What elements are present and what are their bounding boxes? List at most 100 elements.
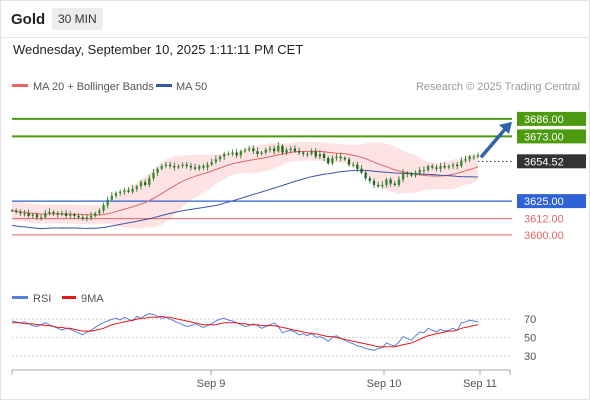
candle xyxy=(15,208,18,215)
candle xyxy=(302,150,305,157)
candle xyxy=(331,155,334,166)
ma20-line xyxy=(11,150,479,216)
level-label-3: 3625.00 xyxy=(524,196,564,208)
level-tag-2 xyxy=(517,154,586,169)
candle xyxy=(27,209,30,218)
level-label-0: 3686.00 xyxy=(524,114,564,126)
candle xyxy=(435,164,438,172)
candle xyxy=(98,208,101,216)
candle xyxy=(406,171,409,178)
candle xyxy=(110,191,113,202)
candle xyxy=(401,169,405,183)
ma20-legend-swatch xyxy=(12,84,28,87)
time-tick-label: Sep 11 xyxy=(463,378,497,390)
rsi-legend-label: RSI xyxy=(33,293,51,305)
level-label-1: 3673.00 xyxy=(524,131,564,143)
candle xyxy=(189,162,193,171)
level-tag-1 xyxy=(517,129,586,144)
candle xyxy=(227,151,230,156)
time-tick-label: Sep 10 xyxy=(367,378,402,390)
candle xyxy=(339,152,342,162)
level-label-5: 3600.00 xyxy=(524,230,564,242)
moving-averages xyxy=(11,150,479,230)
candle xyxy=(210,158,213,167)
ma50-legend-swatch xyxy=(156,84,172,87)
candle xyxy=(393,180,396,187)
candle xyxy=(144,179,147,187)
candle xyxy=(106,196,109,209)
candle xyxy=(64,210,68,219)
candle xyxy=(260,150,263,156)
candle xyxy=(476,152,480,159)
level-label-4: 3612.00 xyxy=(524,214,564,226)
candle xyxy=(360,164,363,175)
rsi-tick-label: 50 xyxy=(524,333,536,345)
candle xyxy=(52,210,55,216)
timeframe-button[interactable]: 30 MIN xyxy=(52,8,103,30)
candle xyxy=(343,156,346,161)
candle xyxy=(248,145,251,153)
candle xyxy=(418,166,421,176)
candle xyxy=(10,208,14,213)
candle xyxy=(347,157,351,167)
candle xyxy=(306,151,309,158)
candle xyxy=(439,162,442,172)
candle xyxy=(164,162,168,169)
candle xyxy=(297,147,301,155)
candle xyxy=(268,145,272,153)
candle xyxy=(206,162,209,171)
candle xyxy=(397,176,401,188)
candle xyxy=(231,149,234,157)
candle xyxy=(119,189,122,196)
candle xyxy=(335,153,338,161)
candle xyxy=(177,164,180,170)
candle xyxy=(414,170,417,178)
candle xyxy=(256,147,259,158)
candle xyxy=(114,191,118,198)
candle xyxy=(322,152,326,162)
candle xyxy=(239,149,242,159)
candle xyxy=(356,161,359,172)
candle xyxy=(123,187,126,195)
candle xyxy=(464,155,467,163)
time-tick-label: Sep 9 xyxy=(197,378,226,390)
candle xyxy=(252,145,255,154)
bollinger-bands xyxy=(12,141,478,229)
candle xyxy=(289,145,292,154)
candle xyxy=(19,209,22,216)
candle xyxy=(139,180,143,190)
candle xyxy=(48,208,51,216)
candle xyxy=(314,147,317,159)
candle xyxy=(152,169,155,181)
candle xyxy=(443,162,446,170)
candle xyxy=(456,162,459,170)
candle xyxy=(214,155,218,165)
rsi-ma-line xyxy=(12,315,479,348)
candle xyxy=(198,164,201,171)
chart-header: Gold 30 MIN xyxy=(1,1,589,38)
time-axis: Sep 9 Sep 10 Sep 11 xyxy=(11,370,511,390)
candle xyxy=(285,147,288,156)
candle xyxy=(235,148,238,158)
candle xyxy=(73,212,76,220)
level-label-2: 3654.52 xyxy=(524,156,564,168)
candle xyxy=(39,214,43,221)
candle xyxy=(94,211,97,218)
candle xyxy=(426,164,430,172)
candle xyxy=(272,145,276,155)
candle xyxy=(460,157,463,168)
candle xyxy=(181,162,184,169)
candle xyxy=(69,210,72,219)
candle xyxy=(193,163,197,171)
candle xyxy=(223,151,226,160)
candles xyxy=(10,142,480,222)
candle xyxy=(185,162,188,169)
candle xyxy=(468,155,471,163)
candle xyxy=(422,166,426,174)
candle xyxy=(81,214,84,221)
candle xyxy=(472,154,475,160)
candle xyxy=(131,185,134,194)
ma50-legend-label: MA 50 xyxy=(176,81,207,93)
